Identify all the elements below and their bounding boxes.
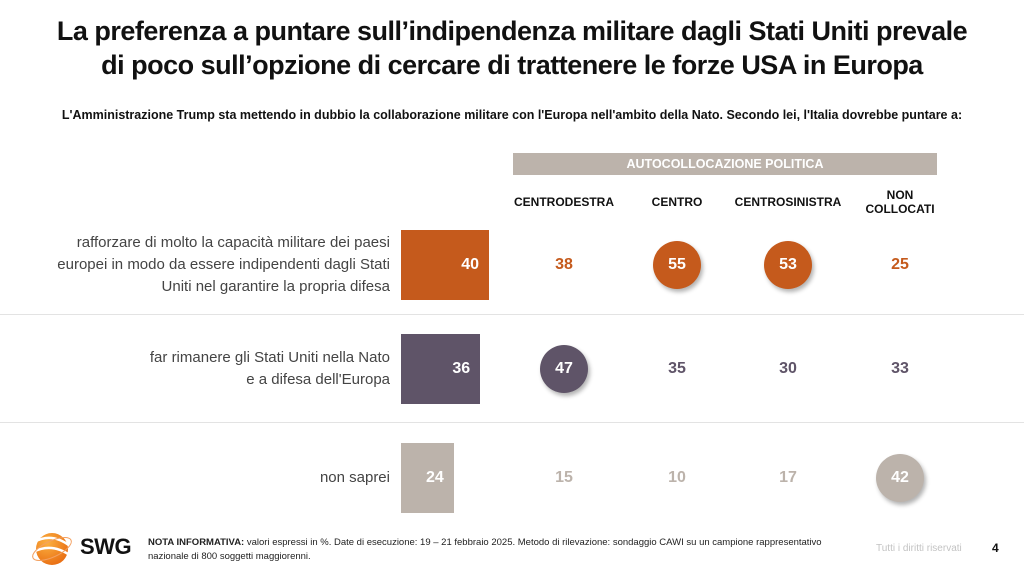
row-separator bbox=[0, 422, 1024, 423]
globe-icon bbox=[32, 533, 72, 565]
column-header-centro: CENTRO bbox=[651, 195, 703, 209]
row-label: non saprei bbox=[40, 467, 390, 489]
highlighted-value-circle: 42 bbox=[876, 454, 924, 502]
row-label-line: e a difesa dell'Europa bbox=[246, 371, 390, 388]
logo-text: SWG bbox=[80, 534, 132, 559]
footer-note-label: NOTA INFORMATIVA: bbox=[148, 537, 245, 548]
segment-value: 15 bbox=[555, 469, 573, 486]
row-label-line: Uniti nel garantire la propria difesa bbox=[161, 278, 390, 295]
total-bar-value: 36 bbox=[452, 360, 471, 377]
row-label: rafforzare di molto la capacità militare… bbox=[40, 232, 390, 298]
question-text: L'Amministrazione Trump sta mettendo in … bbox=[61, 108, 963, 122]
row-label-line: rafforzare di molto la capacità militare… bbox=[76, 234, 390, 251]
row-label-line: europei in modo da essere indipendenti d… bbox=[57, 256, 390, 273]
total-bar: 36 bbox=[401, 334, 481, 404]
highlighted-value-circle: 47 bbox=[540, 345, 588, 393]
segment-value: 10 bbox=[668, 469, 686, 486]
segment-value: 33 bbox=[891, 360, 909, 377]
total-bar: 24 bbox=[401, 443, 454, 513]
segment-value: 30 bbox=[779, 360, 797, 377]
highlighted-value-circle: 55 bbox=[653, 241, 701, 289]
row-label-line: far rimanere gli Stati Uniti nella Nato bbox=[149, 349, 390, 366]
column-header-non-collocati-text: NON COLLOCATI bbox=[865, 188, 935, 216]
title-line-2: di poco sull’opzione di cercare di tratt… bbox=[101, 50, 923, 80]
column-header-non-collocati: NON COLLOCATI bbox=[835, 188, 965, 216]
swg-logo: SWG bbox=[28, 528, 138, 570]
total-bar-value: 40 bbox=[461, 256, 479, 273]
column-header-centrosinistra: CENTROSINISTRA bbox=[734, 195, 842, 209]
segment-value: 38 bbox=[555, 256, 573, 273]
row-separator bbox=[0, 314, 1024, 315]
column-header-centrodestra: CENTRODESTRA bbox=[513, 195, 614, 209]
total-bar-value: 24 bbox=[426, 469, 444, 486]
highlighted-value-circle: 53 bbox=[764, 241, 812, 289]
segment-value: 17 bbox=[779, 469, 797, 486]
total-bar: 40 bbox=[401, 230, 489, 300]
title-line-1: La preferenza a puntare sull’indipendenz… bbox=[56, 16, 968, 46]
rights-text: Tutti i diritti riservati bbox=[876, 543, 962, 554]
page-number: 4 bbox=[992, 541, 999, 555]
row-label: far rimanere gli Stati Uniti nella Nato e… bbox=[40, 347, 390, 391]
segment-value: 35 bbox=[668, 360, 686, 377]
page-title: La preferenza a puntare sull’indipendenz… bbox=[0, 14, 1024, 82]
segment-value: 25 bbox=[891, 256, 909, 273]
footer-note: NOTA INFORMATIVA: valori espressi in %. … bbox=[148, 536, 828, 564]
footer-note-text: valori espressi in %. Date di esecuzione… bbox=[148, 537, 822, 562]
group-header: AUTOCOLLOCAZIONE POLITICA bbox=[513, 153, 937, 175]
row-label-line: non saprei bbox=[319, 469, 390, 486]
